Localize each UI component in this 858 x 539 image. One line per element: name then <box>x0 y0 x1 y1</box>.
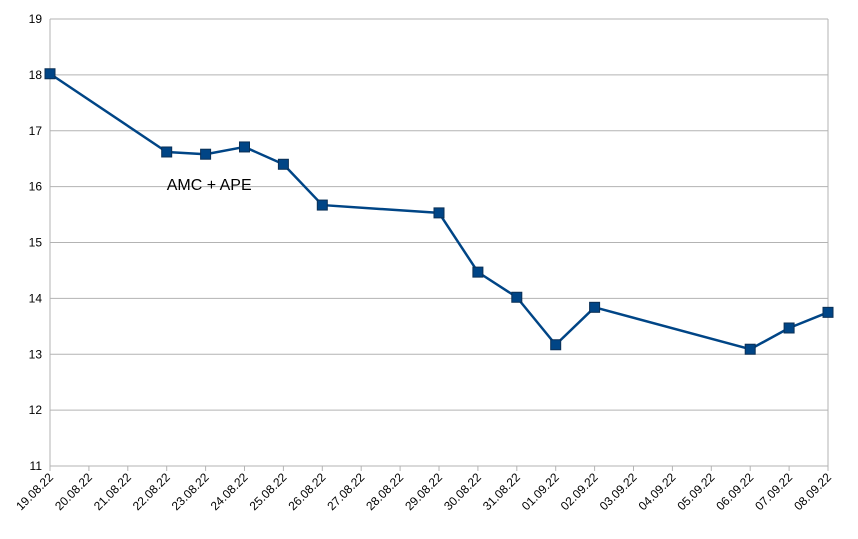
y-tick-label: 17 <box>29 124 43 138</box>
x-tick-label: 23.08.22 <box>169 470 212 513</box>
data-point-marker <box>277 158 289 170</box>
data-point-marker <box>744 343 756 355</box>
annotations: AMC + APE <box>167 177 252 194</box>
data-point-marker <box>550 339 562 351</box>
x-tick-label: 03.09.22 <box>597 470 640 513</box>
gridlines <box>49 18 829 467</box>
y-tick-label: 15 <box>29 236 43 250</box>
x-tick-label: 06.09.22 <box>713 470 756 513</box>
data-point-marker <box>161 146 173 158</box>
y-tick-label: 18 <box>29 68 43 82</box>
x-tick-label: 08.09.22 <box>791 470 834 513</box>
y-tick-label: 11 <box>30 459 43 473</box>
data-point-marker <box>511 291 523 303</box>
y-tick-label: 14 <box>29 291 43 305</box>
data-point-marker <box>589 301 601 313</box>
data-point-marker <box>822 306 834 318</box>
x-tick-label: 25.08.22 <box>247 470 290 513</box>
x-tick-label: 05.09.22 <box>674 470 717 513</box>
y-tick-label: 13 <box>29 347 43 361</box>
data-point-marker <box>433 207 445 219</box>
data-point-marker <box>200 148 212 160</box>
x-tick-label: 20.08.22 <box>52 470 95 513</box>
x-tick-label: 24.08.22 <box>208 470 251 513</box>
x-tick-label: 27.08.22 <box>324 470 367 513</box>
x-tick-label: 30.08.22 <box>441 470 484 513</box>
x-axis-ticks: 19.08.2220.08.2221.08.2222.08.2223.08.22… <box>13 466 834 513</box>
x-tick-label: 28.08.22 <box>363 470 406 513</box>
data-point-marker <box>316 199 328 211</box>
y-tick-label: 19 <box>29 12 43 26</box>
x-tick-label: 26.08.22 <box>285 470 328 513</box>
series-group <box>44 68 834 355</box>
x-tick-label: 31.08.22 <box>480 470 523 513</box>
y-axis-ticks: 11 12 13 14 15 16 17 18 19 <box>29 12 43 473</box>
x-tick-label: 01.09.22 <box>519 470 562 513</box>
data-point-marker <box>472 266 484 278</box>
x-tick-label: 29.08.22 <box>402 470 445 513</box>
data-point-marker <box>783 322 795 334</box>
x-tick-label: 04.09.22 <box>636 470 679 513</box>
x-tick-label: 02.09.22 <box>558 470 601 513</box>
x-tick-label: 19.08.22 <box>13 470 56 513</box>
data-point-marker <box>44 68 56 80</box>
annotation-label: AMC + APE <box>167 177 252 194</box>
y-tick-label: 12 <box>29 403 43 417</box>
x-tick-label: 21.08.22 <box>91 470 134 513</box>
x-tick-label: 22.08.22 <box>130 470 173 513</box>
x-tick-label: 07.09.22 <box>752 470 795 513</box>
y-tick-label: 16 <box>29 180 43 194</box>
series-line <box>49 72 829 351</box>
data-point-marker <box>239 141 250 153</box>
